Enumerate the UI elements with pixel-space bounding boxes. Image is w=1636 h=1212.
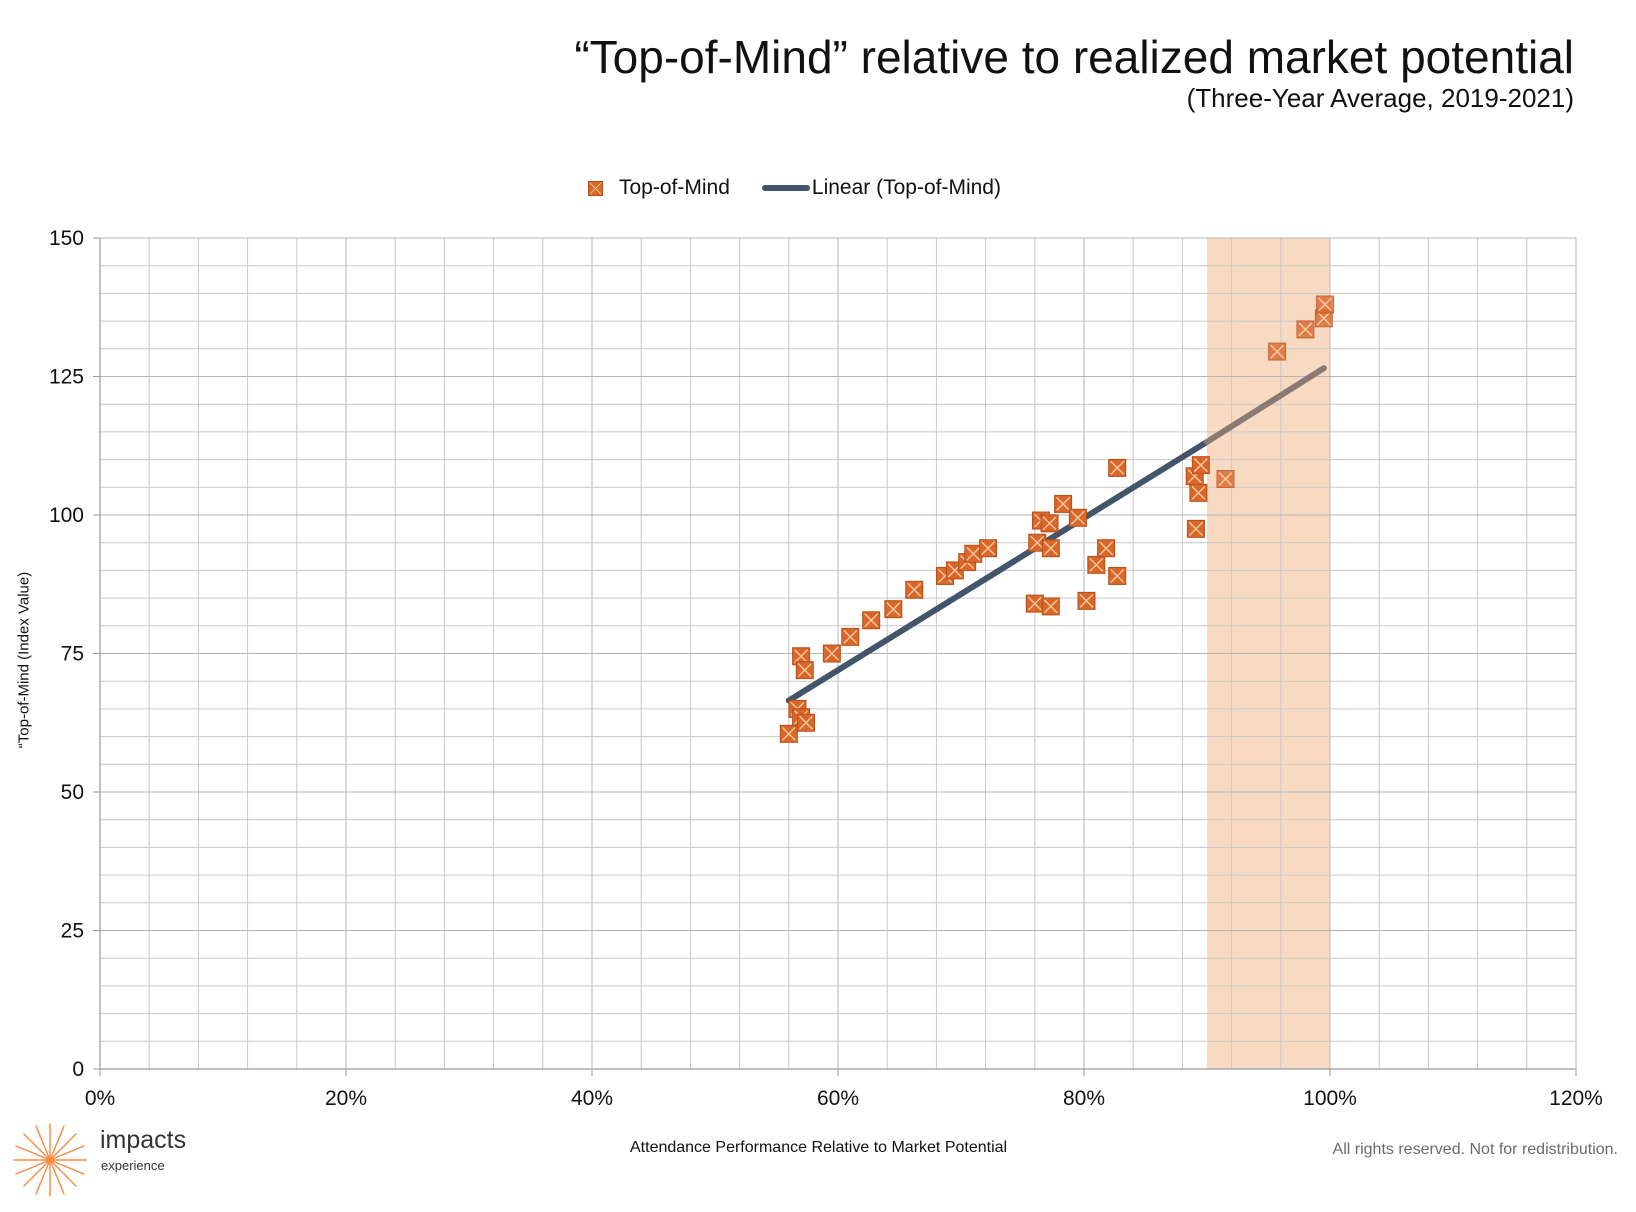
logo-wordmark: impacts xyxy=(100,1126,187,1154)
scatter-point-cross xyxy=(797,663,812,678)
scatter-point-cross xyxy=(781,726,796,741)
scatter-point-cross xyxy=(907,582,922,597)
scatter-point xyxy=(1054,494,1073,513)
scatter-point xyxy=(841,627,860,646)
scatter-point-cross xyxy=(1030,535,1045,550)
logo-subtext: experience xyxy=(101,1158,165,1173)
y-tick-label: 75 xyxy=(61,643,84,666)
x-tick-label: 120% xyxy=(1549,1087,1603,1110)
rights-notice: All rights reserved. Not for redistribut… xyxy=(1332,1141,1618,1158)
scatter-point-cross xyxy=(1027,596,1042,611)
y-tick-label: 0 xyxy=(72,1058,84,1081)
scatter-point-cross xyxy=(1218,471,1233,486)
scatter-point-cross xyxy=(1089,557,1104,572)
scatter-point xyxy=(964,544,983,563)
impacts-logo: impacts experience xyxy=(12,1118,212,1208)
scatter-point xyxy=(1108,566,1127,585)
x-tick-label: 100% xyxy=(1303,1087,1357,1110)
scatter-point xyxy=(1296,320,1315,339)
scatter-point xyxy=(1028,533,1047,552)
x-tick-label: 20% xyxy=(325,1087,367,1110)
scatter-point-cross xyxy=(794,649,809,664)
trend-line-segment xyxy=(785,438,1210,704)
scatter-point xyxy=(884,600,903,619)
y-tick-label: 50 xyxy=(61,781,84,804)
legend-item-top-of-mind: Top-of-Mind xyxy=(588,176,730,200)
scatter-point xyxy=(1087,555,1106,574)
scatter-point-cross xyxy=(1079,593,1094,608)
scatter-point-cross xyxy=(1043,541,1058,556)
legend-label-top-of-mind: Top-of-Mind xyxy=(619,176,730,199)
scatter-point xyxy=(822,644,841,663)
scatter-point xyxy=(905,580,924,599)
scatter-point-cross xyxy=(1043,599,1058,614)
scatter-point-cross xyxy=(981,541,996,556)
scatter-point xyxy=(779,724,798,743)
scatter-point-cross xyxy=(1318,297,1333,312)
scatter-point-cross xyxy=(1056,496,1071,511)
y-tick-label: 125 xyxy=(49,366,84,389)
scatter-point xyxy=(1068,508,1087,527)
scatter-point xyxy=(1108,458,1127,477)
scatter-point xyxy=(1191,456,1210,475)
chart-title: “Top-of-Mind” relative to realized marke… xyxy=(574,31,1574,83)
scatter-point-cross xyxy=(1070,510,1085,525)
y-tick-label: 100 xyxy=(49,504,84,527)
scatter-point-cross xyxy=(1110,568,1125,583)
scatter-point-cross xyxy=(1193,458,1208,473)
scatter-point-cross xyxy=(966,546,981,561)
scatter-point-cross xyxy=(1270,344,1285,359)
scatter-point-cross xyxy=(799,715,814,730)
scatter-point xyxy=(1216,469,1235,488)
scatter-point-cross xyxy=(843,629,858,644)
y-axis-label: “Top-of-Mind (Index Value) xyxy=(15,571,33,749)
trend-line-swatch xyxy=(761,185,810,191)
x-axis-label: Attendance Performance Relative to Marke… xyxy=(630,1139,1008,1156)
scatter-point xyxy=(979,539,998,558)
scatter-point xyxy=(1316,295,1335,314)
scatter-point xyxy=(1041,597,1060,616)
scatter-point-cross xyxy=(1188,521,1203,536)
scatter-point xyxy=(1268,342,1287,361)
square-x-marker-icon xyxy=(588,180,603,196)
x-tick-label: 0% xyxy=(85,1087,115,1110)
scatter-point xyxy=(1314,309,1333,328)
scatter-point-cross xyxy=(1099,541,1114,556)
scatter-point-cross xyxy=(1298,322,1313,337)
chart-legend: Top-of-Mind Linear (Top-of-Mind) xyxy=(588,174,1001,202)
scatter-point xyxy=(1097,539,1116,558)
scatter-point xyxy=(1041,539,1060,558)
x-tick-label: 60% xyxy=(817,1087,859,1110)
chart-subtitle: (Three-Year Average, 2019-2021) xyxy=(1186,83,1574,113)
scatter-point xyxy=(1040,514,1059,533)
trend-line-segment xyxy=(1204,365,1327,445)
starburst-icon xyxy=(13,1123,87,1197)
scatter-point xyxy=(1186,519,1205,538)
scatter-point-cross xyxy=(1316,311,1331,326)
scatter-point xyxy=(792,647,811,666)
scatter-point xyxy=(1077,591,1096,610)
scatter-point xyxy=(945,561,964,580)
scatter-point xyxy=(1025,594,1044,613)
scatter-point xyxy=(797,713,816,732)
x-tick-label: 40% xyxy=(571,1087,613,1110)
y-tick-label: 25 xyxy=(61,920,84,943)
scatter-point-cross xyxy=(864,613,879,628)
scatter-point xyxy=(1189,483,1208,502)
scatter-point xyxy=(862,611,881,630)
legend-item-linear-trend: Linear (Top-of-Mind) xyxy=(761,176,1001,200)
scatter-point-cross xyxy=(1042,516,1057,531)
scatter-point-cross xyxy=(886,602,901,617)
y-tick-label: 150 xyxy=(49,227,84,250)
x-tick-label: 80% xyxy=(1063,1087,1105,1110)
scatter-point xyxy=(795,661,814,680)
scatter-point-cross xyxy=(824,646,839,661)
scatter-point-cross xyxy=(1110,460,1125,475)
legend-label-linear-trend: Linear (Top-of-Mind) xyxy=(811,176,1001,199)
scatter-point-cross xyxy=(1191,485,1206,500)
